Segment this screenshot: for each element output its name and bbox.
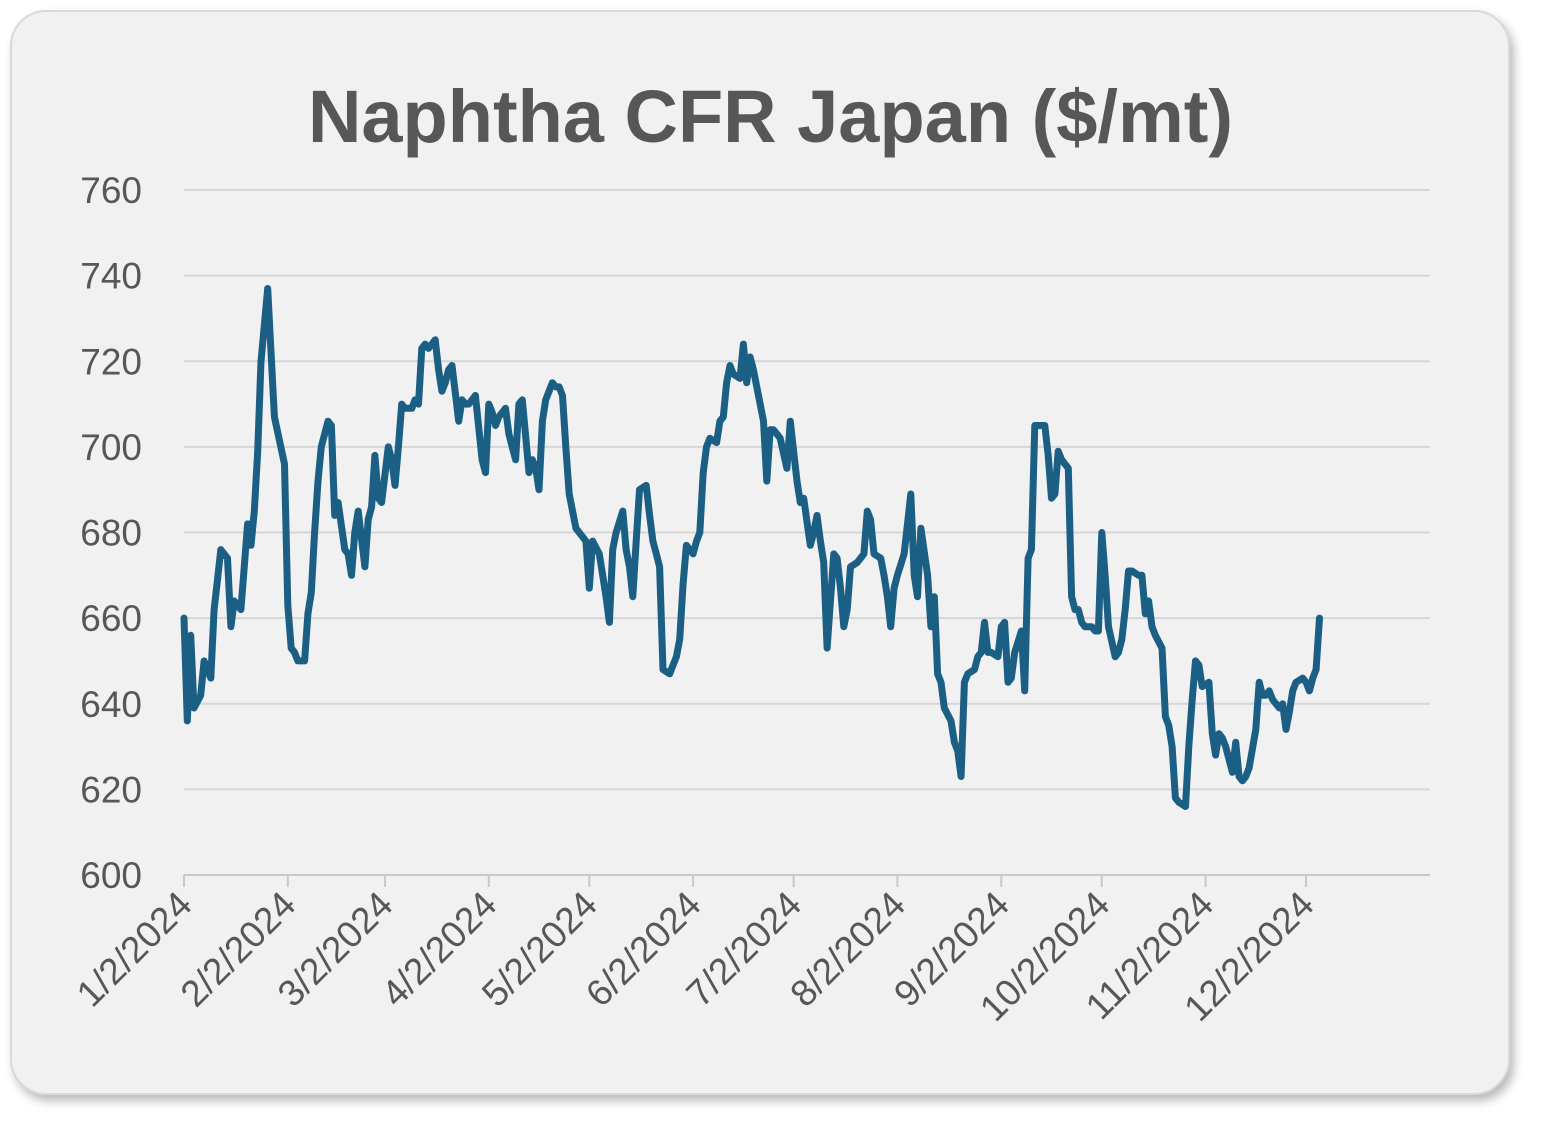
y-tick-label: 640	[80, 684, 142, 725]
y-tick-label: 680	[80, 513, 142, 554]
y-tick-label: 660	[80, 598, 142, 639]
gridlines	[184, 189, 1430, 791]
series-group	[180, 285, 1323, 810]
x-tick-label: 8/2/2024	[782, 884, 913, 1015]
y-tick-label: 700	[80, 427, 142, 468]
y-tick-label: 760	[80, 170, 142, 211]
x-axis-tick-labels: 1/2/20242/2/20243/2/20244/2/20245/2/2024…	[69, 875, 1322, 1029]
y-tick-label: 740	[80, 256, 142, 297]
series-line	[180, 285, 1323, 810]
y-tick-label: 720	[80, 341, 142, 382]
y-axis-tick-labels: 600 620 640 660 680 700 720 740 760	[80, 170, 142, 896]
chart-title: Naphtha CFR Japan ($/mt)	[307, 75, 1234, 158]
x-tick-label: 1/2/2024	[69, 884, 200, 1015]
y-tick-label: 620	[80, 769, 142, 810]
y-tick-label: 600	[80, 855, 142, 896]
